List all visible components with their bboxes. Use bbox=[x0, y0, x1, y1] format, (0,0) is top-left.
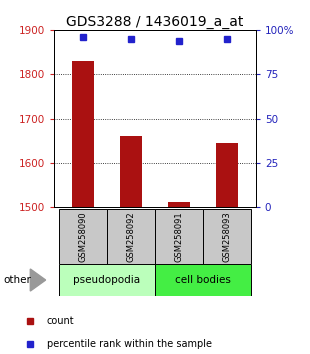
Title: GDS3288 / 1436019_a_at: GDS3288 / 1436019_a_at bbox=[66, 15, 244, 29]
Text: pseudopodia: pseudopodia bbox=[73, 275, 141, 285]
Bar bbox=[216, 143, 238, 207]
Text: GSM258092: GSM258092 bbox=[126, 211, 135, 262]
Bar bbox=[168, 202, 190, 207]
Bar bbox=[107, 209, 155, 264]
Bar bbox=[59, 264, 155, 296]
Text: count: count bbox=[47, 316, 74, 326]
Polygon shape bbox=[30, 269, 46, 291]
Bar bbox=[120, 136, 142, 207]
Bar bbox=[155, 209, 203, 264]
Text: GSM258091: GSM258091 bbox=[175, 211, 184, 262]
Text: GSM258090: GSM258090 bbox=[78, 211, 87, 262]
Text: GSM258093: GSM258093 bbox=[223, 211, 232, 262]
Text: percentile rank within the sample: percentile rank within the sample bbox=[47, 339, 212, 349]
Bar bbox=[72, 61, 94, 207]
Text: cell bodies: cell bodies bbox=[175, 275, 231, 285]
Bar bbox=[203, 209, 251, 264]
Bar bbox=[155, 264, 251, 296]
Text: other: other bbox=[3, 275, 31, 285]
Bar bbox=[59, 209, 107, 264]
